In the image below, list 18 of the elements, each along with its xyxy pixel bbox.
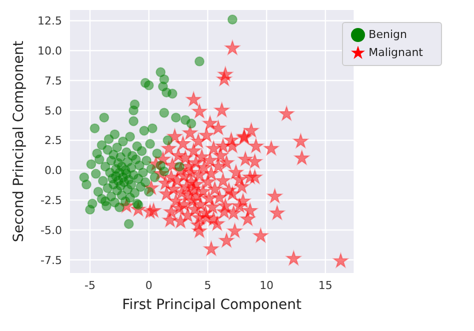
legend-label: Benign xyxy=(368,28,407,41)
y-tick-label: -5.0 xyxy=(40,224,62,237)
x-tick-label: 5 xyxy=(204,278,212,292)
x-tick-label: 15 xyxy=(318,278,332,292)
y-tick-label: 0.0 xyxy=(44,164,62,178)
y-tick-label: 5.0 xyxy=(44,104,62,118)
y-axis-title: Second Principal Component xyxy=(10,40,27,242)
y-tick-label: 7.5 xyxy=(44,74,62,88)
y-tick-label: -7.5 xyxy=(40,254,62,267)
x-tick-label: 10 xyxy=(260,278,274,292)
x-tick-label: -5 xyxy=(84,278,96,292)
x-axis-title: First Principal Component xyxy=(122,297,302,313)
legend-label: Malignant xyxy=(368,46,423,59)
y-tick-label: -2.5 xyxy=(40,194,62,207)
y-tick-label: 10.0 xyxy=(38,44,62,58)
y-tick-label: 2.5 xyxy=(44,134,62,148)
y-tick-label: 12.5 xyxy=(38,14,62,28)
x-tick-label: 0 xyxy=(145,278,152,292)
